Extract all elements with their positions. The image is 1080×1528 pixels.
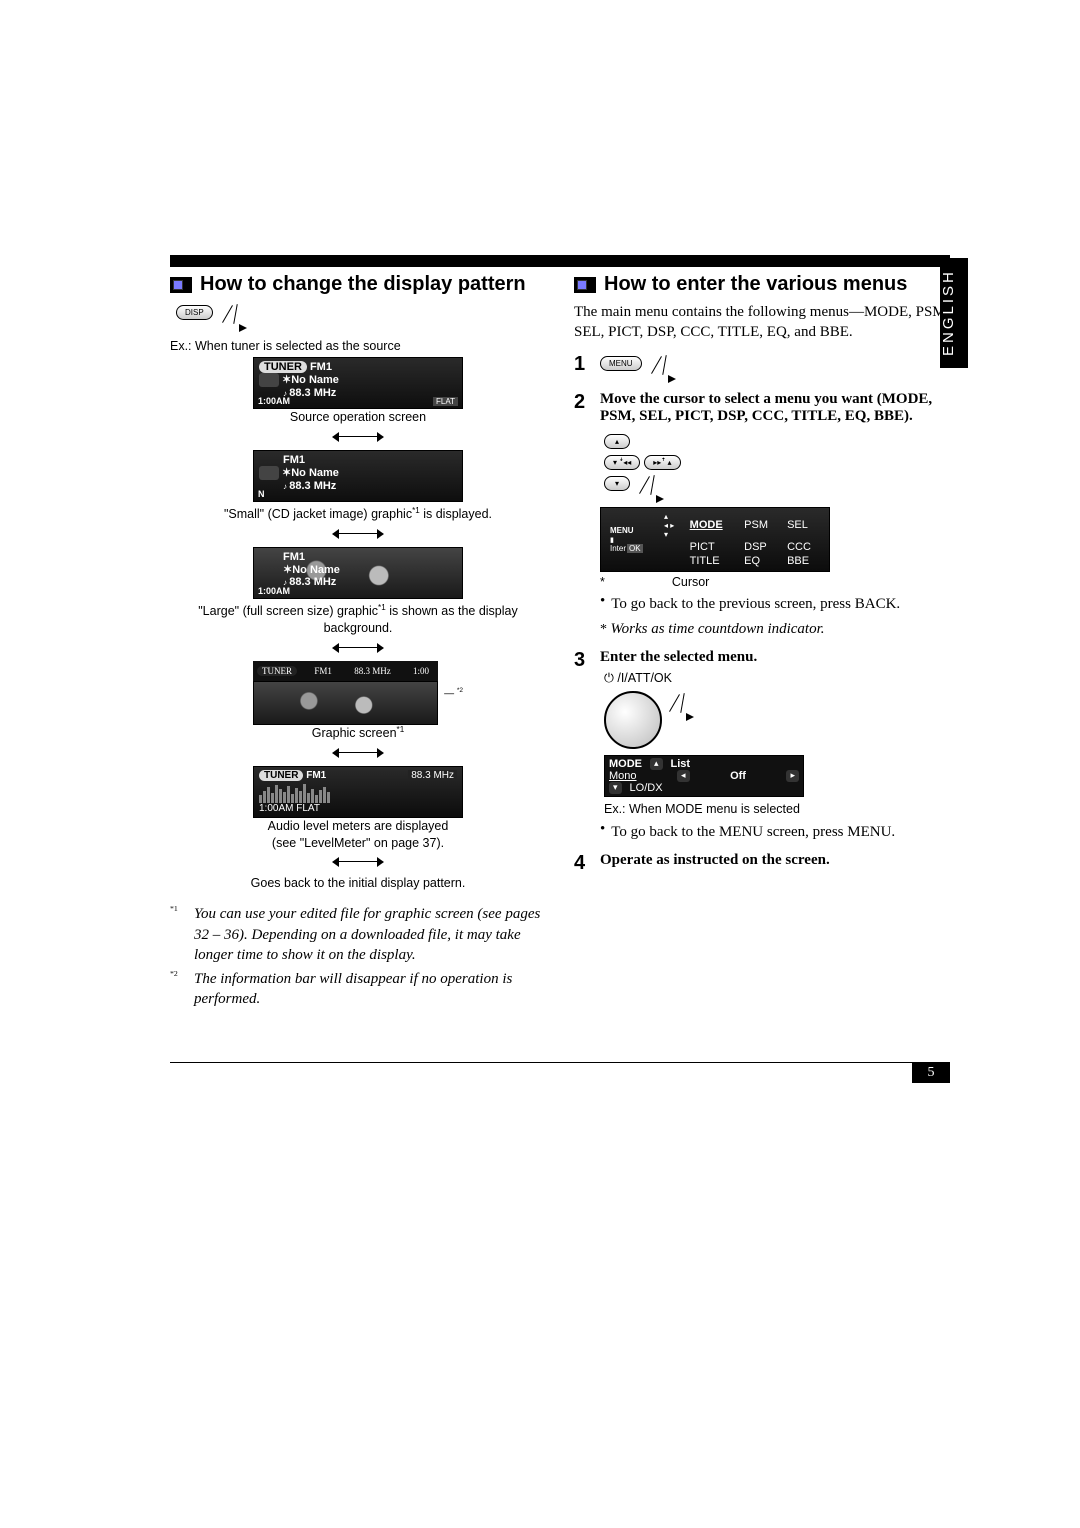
page-number: 5: [912, 1063, 950, 1083]
cycle-arrow-icon: [328, 430, 388, 446]
caption-5b: (see "LevelMeter" on page 37).: [253, 835, 463, 852]
disp-button[interactable]: DISP: [176, 305, 213, 320]
direction-pad: ▴ ▾ ꜜ◂◂ ▸▸ꜛ ▴ ▾: [604, 431, 950, 501]
left-heading: How to change the display pattern: [170, 273, 546, 296]
next-button[interactable]: ▸▸ꜛ ▴: [644, 455, 680, 470]
lcd-source-operation: TUNER FM1 ✶No Name ♪ 88.3 MHz 1:00AM FLA…: [253, 357, 463, 409]
up-button[interactable]: ▴: [604, 434, 630, 449]
footnote-2: *2 The information bar will disappear if…: [170, 969, 546, 1010]
left-heading-text: How to change the display pattern: [200, 273, 526, 296]
back-menu-note: • To go back to the MENU screen, press M…: [600, 822, 950, 842]
lcd-large-graphic: FM1 ✶No Name ♪ 88.3 MHz 1:00AM: [253, 547, 463, 599]
prev-button[interactable]: ▾ ꜜ◂◂: [604, 455, 640, 470]
section-bullet-icon: [170, 277, 192, 293]
step-4: 4 Operate as instructed on the screen.: [574, 852, 950, 875]
right-heading-text: How to enter the various menus: [604, 273, 907, 296]
press-lines-icon: [664, 691, 694, 719]
lcd-level-meters: TUNER FM1 88.3 MHz 1:00AM FLAT: [253, 766, 463, 818]
caption-2: "Small" (CD jacket image) graphic*1 is d…: [170, 506, 546, 523]
caption-3: "Large" (full screen size) graphic*1 is …: [170, 603, 546, 637]
down-button[interactable]: ▾: [604, 476, 630, 491]
ex-source-line: Ex.: When tuner is selected as the sourc…: [170, 338, 546, 355]
step-number: 4: [574, 852, 596, 875]
cycle-arrow-icon: [328, 641, 388, 657]
step-number: 3: [574, 649, 596, 842]
menu-button[interactable]: MENU: [600, 356, 642, 371]
caption-5a: Audio level meters are displayed: [253, 818, 463, 835]
ok-dial[interactable]: [604, 691, 662, 749]
left-column: How to change the display pattern DISP E…: [170, 273, 546, 1014]
cycle-arrow-icon: [328, 527, 388, 543]
step-number: 1: [574, 353, 596, 381]
top-black-bar: [170, 255, 950, 267]
lcd-info-bar: TUNER FM1 88.3 MHz 1:00: [253, 661, 438, 681]
back-note: • To go back to the previous screen, pre…: [600, 594, 950, 614]
step-2: 2 Move the cursor to select a menu you w…: [574, 391, 950, 639]
ex-mode-line: Ex.: When MODE menu is selected: [604, 801, 950, 818]
mode-menu-lcd: MODE▴List Mono ◂ Off ▸ ▾LO/DX: [604, 755, 804, 797]
intro-paragraph: The main menu contains the following men…: [574, 302, 950, 343]
right-heading: How to enter the various menus: [574, 273, 950, 296]
language-tab: ENGLISH: [940, 258, 968, 368]
press-lines-icon: [646, 353, 676, 381]
step-3: 3 Enter the selected menu. ⏻ /I/ATT/OK M…: [574, 649, 950, 842]
footnote-1: *1 You can use your edited file for grap…: [170, 904, 546, 965]
caption-4: Graphic screen*1: [253, 725, 463, 742]
step-number: 2: [574, 391, 596, 639]
menu-grid-lcd: MENU ▮ InterOK ▴◂ ▸▾ MODE PSM SEL PIC: [600, 507, 830, 572]
step-1: 1 MENU: [574, 353, 950, 381]
step-4-text: Operate as instructed on the screen.: [600, 852, 950, 869]
disp-button-figure: DISP: [176, 302, 546, 330]
time-countdown-note: * Works as time countdown indicator.: [600, 619, 950, 639]
step-3-text: Enter the selected menu.: [600, 649, 950, 666]
footer-rule: [170, 1062, 950, 1063]
asterisk-cursor-row: * Cursor: [600, 574, 950, 591]
lcd-graphic-screen: [253, 681, 438, 725]
section-bullet-icon: [574, 277, 596, 293]
caption-6: Goes back to the initial display pattern…: [170, 875, 546, 892]
caption-1: Source operation screen: [253, 409, 463, 426]
footnote-marker-2: — *2: [444, 687, 463, 699]
right-column: How to enter the various menus The main …: [574, 273, 950, 1014]
press-lines-icon: [634, 473, 664, 501]
dial-label: ⏻ /I/ATT/OK: [604, 670, 950, 687]
cycle-arrow-icon: [328, 746, 388, 762]
step-2-text: Move the cursor to select a menu you wan…: [600, 391, 950, 425]
press-lines-icon: [217, 302, 247, 330]
lcd-small-graphic: FM1 ✶No Name ♪ 88.3 MHz N: [253, 450, 463, 502]
cycle-arrow-icon: [328, 855, 388, 871]
